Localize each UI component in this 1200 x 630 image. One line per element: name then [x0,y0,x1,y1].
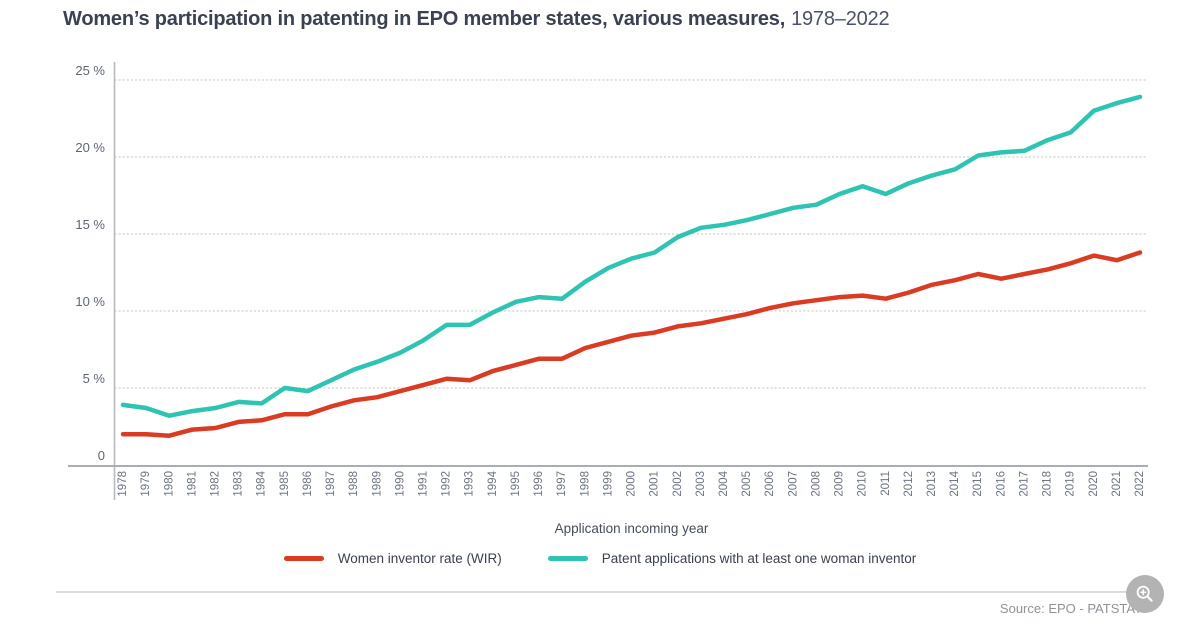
y-tick-label: 15 % [75,217,105,232]
x-tick-label: 1984 [256,470,268,496]
legend-label-woman-inventor: Patent applications with at least one wo… [601,551,917,566]
x-tick-label: 2020 [1088,471,1100,497]
x-tick-label: 2000 [626,471,638,497]
x-tick-label: 2018 [1042,471,1054,497]
x-tick-label: 1988 [348,471,360,497]
x-tick-label: 2007 [787,471,799,497]
x-tick-label: 1982 [209,471,221,497]
x-tick-label: 1996 [533,471,545,497]
x-tick-label: 2016 [995,471,1007,497]
x-tick-label: 1992 [441,471,453,497]
legend-swatch-wir [283,556,324,561]
x-tick-label: 2013 [926,471,938,497]
y-tick-label: 0 [98,448,105,463]
x-tick-label: 2001 [649,471,661,497]
legend-swatch-woman-inventor [547,556,588,561]
x-tick-label: 1979 [140,471,152,497]
x-tick-label: 2009 [834,471,846,497]
legend-item-wir[interactable]: Women inventor rate (WIR) [283,551,502,566]
x-tick-label: 1985 [279,471,291,497]
magnifier-plus-icon [1136,585,1153,602]
x-tick-label: 1995 [510,471,522,497]
chart-legend: Women inventor rate (WIR) Patent applica… [0,551,1200,566]
x-tick-label: 1981 [186,471,198,497]
legend-label-wir: Women inventor rate (WIR) [337,551,502,566]
y-tick-label: 25 % [75,63,105,78]
series-line-women-inventor-rate [120,250,1143,438]
x-tick-label: 1980 [163,471,175,497]
x-tick-label: 2022 [1134,471,1146,497]
x-tick-label: 2012 [903,471,915,497]
y-tick-label: 10 % [75,294,105,309]
x-tick-label: 2019 [1065,471,1077,497]
x-tick-label: 1989 [371,471,383,497]
x-tick-label: 2004 [718,470,730,496]
x-tick-label: 2006 [764,471,776,497]
series-line-patent-applications-one-woman [120,94,1143,418]
footer-divider [56,591,1144,593]
x-axis-title: Application incoming year [554,521,709,536]
chart-title: Women’s participation in patenting in EP… [63,6,890,32]
x-tick-label: 2021 [1111,471,1123,497]
x-tick-label: 1983 [233,471,245,497]
x-tick-label: 1986 [302,471,314,497]
x-tick-label: 2010 [857,471,869,497]
x-tick-label: 2008 [810,471,822,497]
x-tick-label: 1978 [117,471,129,497]
x-tick-label: 2014 [949,470,961,496]
x-tick-label: 1990 [394,471,406,497]
x-tick-label: 1993 [464,471,476,497]
x-tick-label: 1994 [487,470,499,496]
x-tick-label: 1987 [325,471,337,497]
x-tick-label: 1997 [556,471,568,497]
legend-item-woman-inventor[interactable]: Patent applications with at least one wo… [547,551,917,566]
x-tick-label: 2003 [695,471,707,497]
x-tick-label: 1999 [602,471,614,497]
y-tick-label: 20 % [75,140,105,155]
source-credit: Source: EPO - PATSTAT [999,601,1142,616]
x-tick-label: 2017 [1018,471,1030,497]
x-tick-label: 2015 [972,471,984,497]
zoom-in-button[interactable] [1126,575,1164,613]
x-tick-label: 2011 [880,471,892,496]
chart-title-period: 1978–2022 [791,8,890,30]
x-tick-label: 1998 [579,471,591,497]
chart-title-main: Women’s participation in patenting in EP… [63,8,786,30]
x-tick-label: 2005 [741,471,753,497]
y-tick-label: 5 % [83,371,106,386]
x-tick-label: 2002 [672,471,684,497]
x-tick-label: 1991 [418,471,430,497]
